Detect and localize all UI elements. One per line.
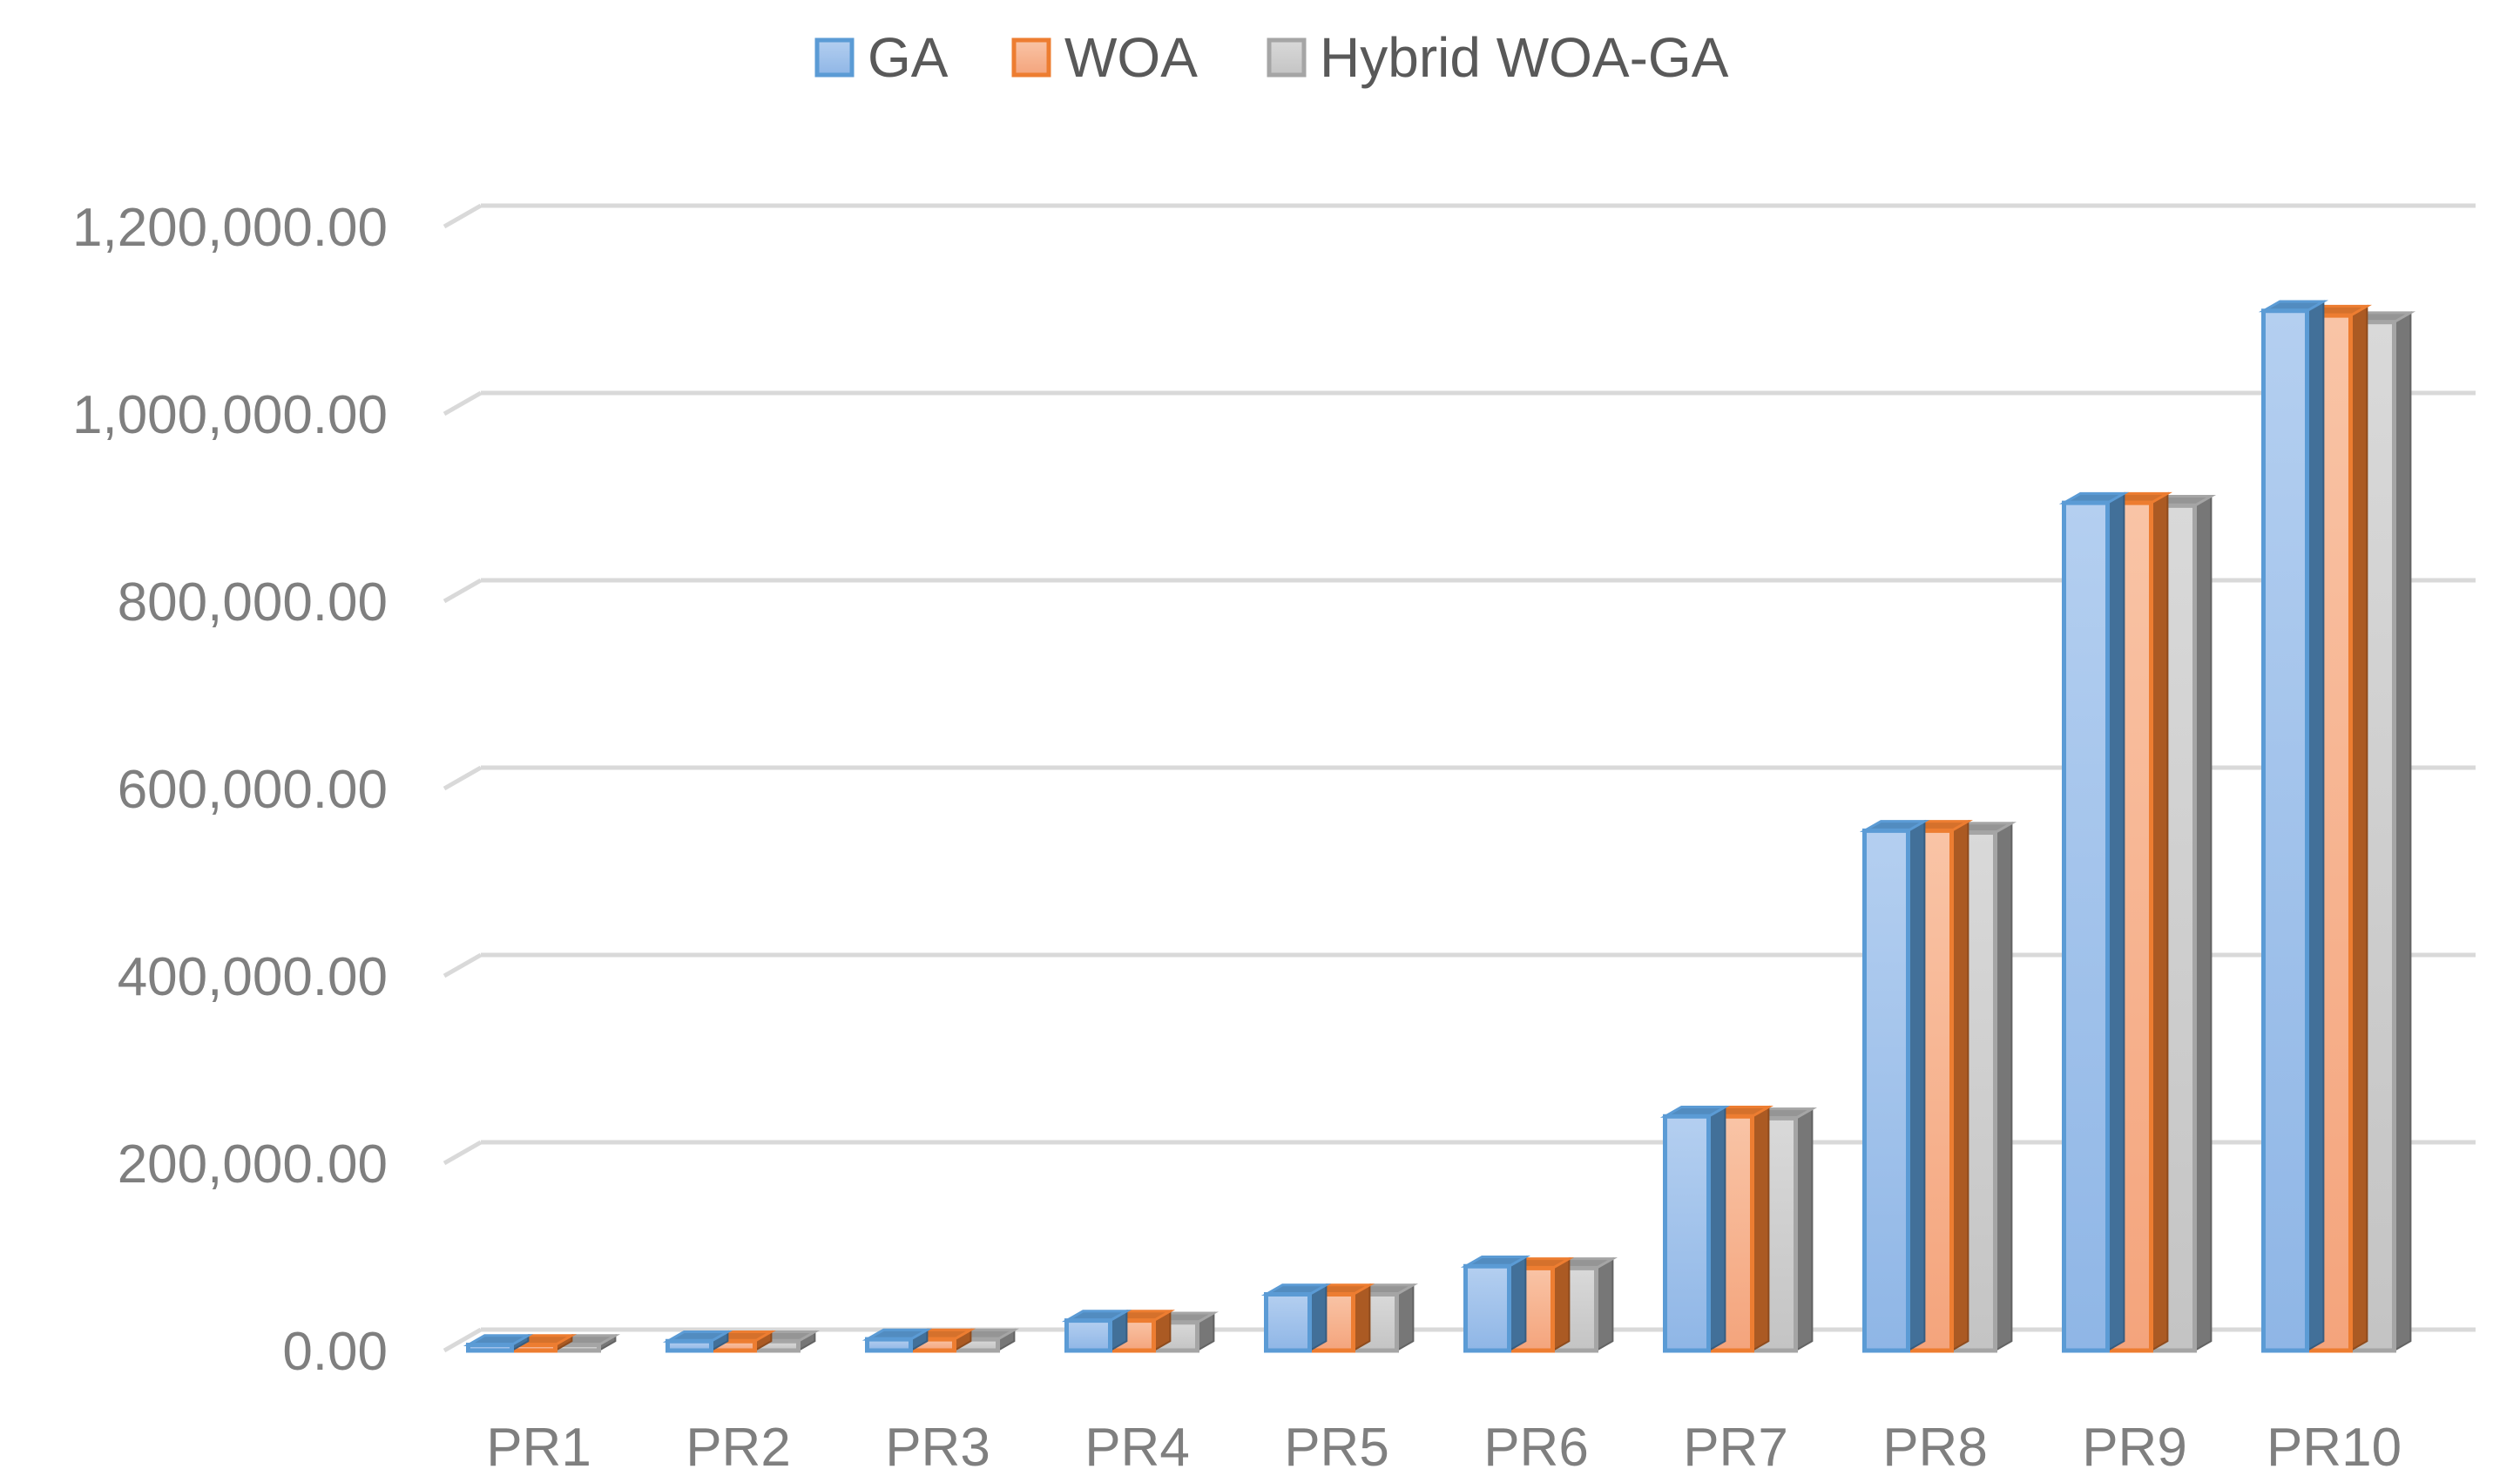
bar-side: [1907, 819, 1926, 1352]
bar-front: [1064, 1318, 1112, 1353]
bar-woa-pr7: [1703, 1105, 1774, 1353]
bar-front: [1862, 828, 1910, 1353]
y-axis: 0.00 200,000.00 400,000.00 600,000.00 800,00…: [72, 198, 388, 1382]
legend-label: WOA: [1064, 26, 1198, 89]
x-tick-label: PR2: [686, 1418, 791, 1476]
bar-ga-pr5: [1260, 1283, 1332, 1353]
bar-front: [2261, 308, 2309, 1353]
gridline-diagonal: [443, 952, 483, 978]
x-tick-label: PR3: [885, 1418, 990, 1476]
bar-front: [1264, 1292, 1312, 1353]
bar-ga-pr9: [2058, 491, 2130, 1353]
x-tick-label: PR9: [2082, 1418, 2187, 1476]
bar-ga-pr8: [1859, 819, 1930, 1353]
bar-group-pr2: [662, 1330, 821, 1353]
bar-ga-pr7: [1659, 1105, 1731, 1353]
x-tick-label: PR10: [2267, 1418, 2402, 1476]
bar-ga-pr1: [463, 1334, 534, 1353]
gridline-diagonal: [443, 203, 483, 229]
legend-label: GA: [868, 26, 949, 89]
y-tick-label: 1,000,000.00: [72, 385, 388, 445]
y-tick-label: 600,000.00: [118, 760, 388, 820]
bar-side: [2193, 494, 2213, 1352]
bar-side: [1595, 1256, 1614, 1352]
legend-swatch: [1011, 37, 1051, 78]
bar-group-pr9: [2058, 491, 2217, 1353]
bar-ga-pr2: [662, 1330, 733, 1353]
legend-swatch: [814, 37, 855, 78]
bar-side: [1950, 819, 1969, 1352]
bar-front: [2062, 500, 2110, 1353]
bar-group-pr5: [1260, 1283, 1419, 1353]
x-tick-label: PR7: [1683, 1418, 1788, 1476]
bar-side: [2306, 300, 2325, 1352]
legend: GA WOA Hybrid WOA-GA: [814, 26, 1729, 89]
bar-side: [1751, 1105, 1770, 1352]
bar-side: [1352, 1283, 1371, 1352]
bar-side: [2393, 311, 2412, 1352]
bar-side: [2150, 491, 2169, 1352]
bar-side: [1395, 1283, 1415, 1352]
x-tick-label: PR8: [1882, 1418, 1988, 1476]
gridline-diagonal: [443, 390, 483, 416]
bar-side: [2106, 491, 2125, 1352]
y-tick-label: 200,000.00: [118, 1134, 388, 1195]
legend-item: WOA: [1011, 26, 1198, 89]
bar-side: [1551, 1256, 1571, 1352]
bar-group-pr7: [1659, 1105, 1818, 1353]
bar-ga-pr10: [2258, 300, 2329, 1353]
bars: [463, 300, 2416, 1353]
y-tick-label: 0.00: [282, 1322, 388, 1382]
bar-front: [466, 1343, 514, 1353]
x-tick-label: PR6: [1483, 1418, 1589, 1476]
gridline-diagonal: [443, 1327, 483, 1353]
bar-hybrid-woa-ga-pr9: [2145, 494, 2217, 1353]
bar-group-pr4: [1061, 1310, 1219, 1353]
y-tick-label: 400,000.00: [118, 947, 388, 1007]
y-tick-label: 800,000.00: [118, 572, 388, 633]
bar-ga-pr6: [1460, 1255, 1531, 1353]
bar-front: [1663, 1114, 1711, 1353]
bar-front: [865, 1337, 913, 1353]
bar-hybrid-woa-ga-pr3: [949, 1328, 1020, 1353]
legend-item: Hybrid WOA-GA: [1267, 26, 1729, 89]
y-tick-label: 1,200,000.00: [72, 198, 388, 258]
gridline-diagonal: [443, 578, 483, 604]
x-axis: PR1 PR2 PR3 PR4 PR5 PR6 PR7 PR8 PR9 PR10: [486, 1418, 2402, 1476]
bar-group-pr1: [463, 1334, 621, 1353]
legend-swatch: [1267, 37, 1307, 78]
bar-group-pr3: [861, 1328, 1020, 1353]
gridline-diagonal: [443, 765, 483, 791]
gridline-diagonal: [443, 1140, 483, 1166]
x-tick-label: PR5: [1284, 1418, 1389, 1476]
x-tick-label: PR1: [486, 1418, 591, 1476]
x-tick-label: PR4: [1084, 1418, 1190, 1476]
bar-side: [1707, 1105, 1726, 1352]
bar-ga-pr3: [861, 1328, 933, 1353]
bar-side: [1508, 1255, 1527, 1352]
bar-side: [1794, 1107, 1814, 1352]
bar-group-pr10: [2258, 300, 2416, 1353]
legend-item: GA: [814, 26, 949, 89]
bar-group-pr6: [1460, 1255, 1618, 1353]
bar-side: [1994, 822, 2013, 1352]
bar-group-pr8: [1859, 819, 2017, 1353]
bar-front: [665, 1338, 713, 1353]
bar-side: [2349, 304, 2368, 1352]
bar-front: [1463, 1263, 1511, 1353]
legend-label: Hybrid WOA-GA: [1320, 26, 1729, 89]
bar-ga-pr4: [1061, 1310, 1132, 1353]
bar-woa-pr8: [1902, 819, 1974, 1353]
bar-side: [1308, 1283, 1328, 1352]
